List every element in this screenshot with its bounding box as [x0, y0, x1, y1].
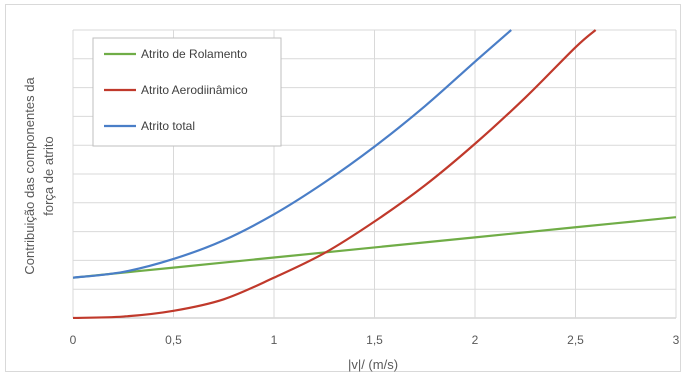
series-line-atrito-aerodiinamico: [73, 29, 597, 319]
x-tick-label: 0,5: [165, 333, 182, 347]
x-tick-label: 1: [271, 333, 278, 347]
legend-label-atrito-de-rolamento: Atrito de Rolamento: [141, 47, 247, 61]
y-axis-label-line-1: Contribuição das componentes da: [22, 77, 37, 275]
x-axis-label: |v|/ (m/s): [348, 357, 398, 372]
series-line-atrito-de-rolamento: [73, 216, 676, 279]
x-tick-labels: 0 0,5 1 1,5 2 2,5 3: [70, 333, 680, 347]
legend-box: [92, 37, 282, 147]
x-tick-label: 2: [472, 333, 479, 347]
series-layer: [73, 29, 676, 319]
legend-label-atrito-total: Atrito total: [141, 119, 195, 133]
y-axis-label-line-2: força de atrito: [41, 136, 56, 216]
legend-label-atrito-aerodiinamico: Atrito Aerodiinâmico: [141, 83, 248, 97]
legend: Atrito de Rolamento Atrito Aerodiinâmico A…: [92, 37, 282, 147]
x-tick-label: 0: [70, 333, 77, 347]
x-tick-label: 2,5: [567, 333, 584, 347]
series-line-atrito-total: [73, 29, 512, 279]
x-tick-label: 1,5: [366, 333, 383, 347]
x-tick-label: 3: [673, 333, 680, 347]
y-axis-label: Contribuição das componentes da força de…: [22, 77, 56, 275]
